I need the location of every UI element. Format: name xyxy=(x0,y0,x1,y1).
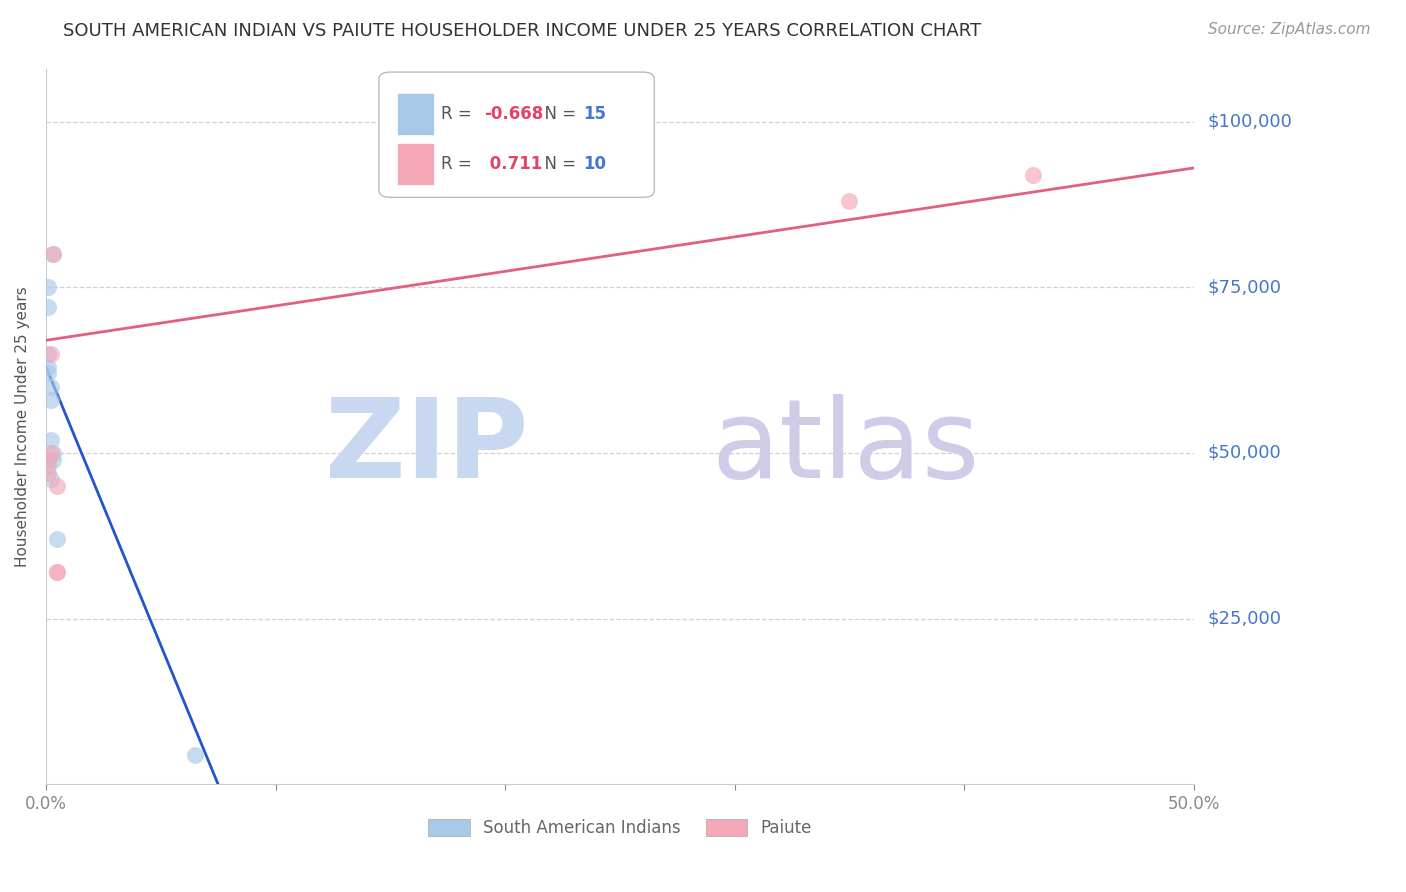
Text: -0.668: -0.668 xyxy=(485,104,544,122)
Text: N =: N = xyxy=(534,154,581,173)
Point xyxy=(838,194,860,208)
Point xyxy=(1022,168,1045,182)
Text: ZIP: ZIP xyxy=(325,394,529,501)
Y-axis label: Householder Income Under 25 years: Householder Income Under 25 years xyxy=(15,286,30,566)
Point xyxy=(42,247,65,261)
Point xyxy=(39,380,62,394)
Point xyxy=(39,446,62,460)
Text: 15: 15 xyxy=(583,104,606,122)
Text: R =: R = xyxy=(441,104,477,122)
Text: $100,000: $100,000 xyxy=(1208,112,1292,130)
Point xyxy=(37,452,59,467)
Point xyxy=(46,566,69,580)
Text: atlas: atlas xyxy=(711,394,980,501)
Text: Source: ZipAtlas.com: Source: ZipAtlas.com xyxy=(1208,22,1371,37)
Point xyxy=(37,346,59,360)
Legend: South American Indians, Paiute: South American Indians, Paiute xyxy=(422,813,818,844)
Text: R =: R = xyxy=(441,154,477,173)
Point xyxy=(46,532,69,546)
Point xyxy=(37,459,59,474)
Point xyxy=(37,359,59,374)
Point xyxy=(39,392,62,407)
Point xyxy=(37,280,59,294)
Point xyxy=(42,247,65,261)
Point xyxy=(39,473,62,487)
Point xyxy=(46,566,69,580)
Point xyxy=(37,300,59,314)
Point xyxy=(37,466,59,480)
Text: 0.711: 0.711 xyxy=(485,154,543,173)
Text: 10: 10 xyxy=(583,154,606,173)
Point xyxy=(39,346,62,360)
Text: $50,000: $50,000 xyxy=(1208,444,1281,462)
Point xyxy=(46,479,69,493)
Point xyxy=(42,446,65,460)
Text: $75,000: $75,000 xyxy=(1208,278,1282,296)
Text: SOUTH AMERICAN INDIAN VS PAIUTE HOUSEHOLDER INCOME UNDER 25 YEARS CORRELATION CH: SOUTH AMERICAN INDIAN VS PAIUTE HOUSEHOL… xyxy=(63,22,981,40)
Point xyxy=(39,433,62,447)
Text: $25,000: $25,000 xyxy=(1208,610,1282,628)
FancyBboxPatch shape xyxy=(378,72,654,197)
Point xyxy=(184,747,207,762)
FancyBboxPatch shape xyxy=(398,93,434,135)
Point xyxy=(37,367,59,381)
FancyBboxPatch shape xyxy=(398,143,434,185)
Point xyxy=(42,452,65,467)
Text: N =: N = xyxy=(534,104,581,122)
